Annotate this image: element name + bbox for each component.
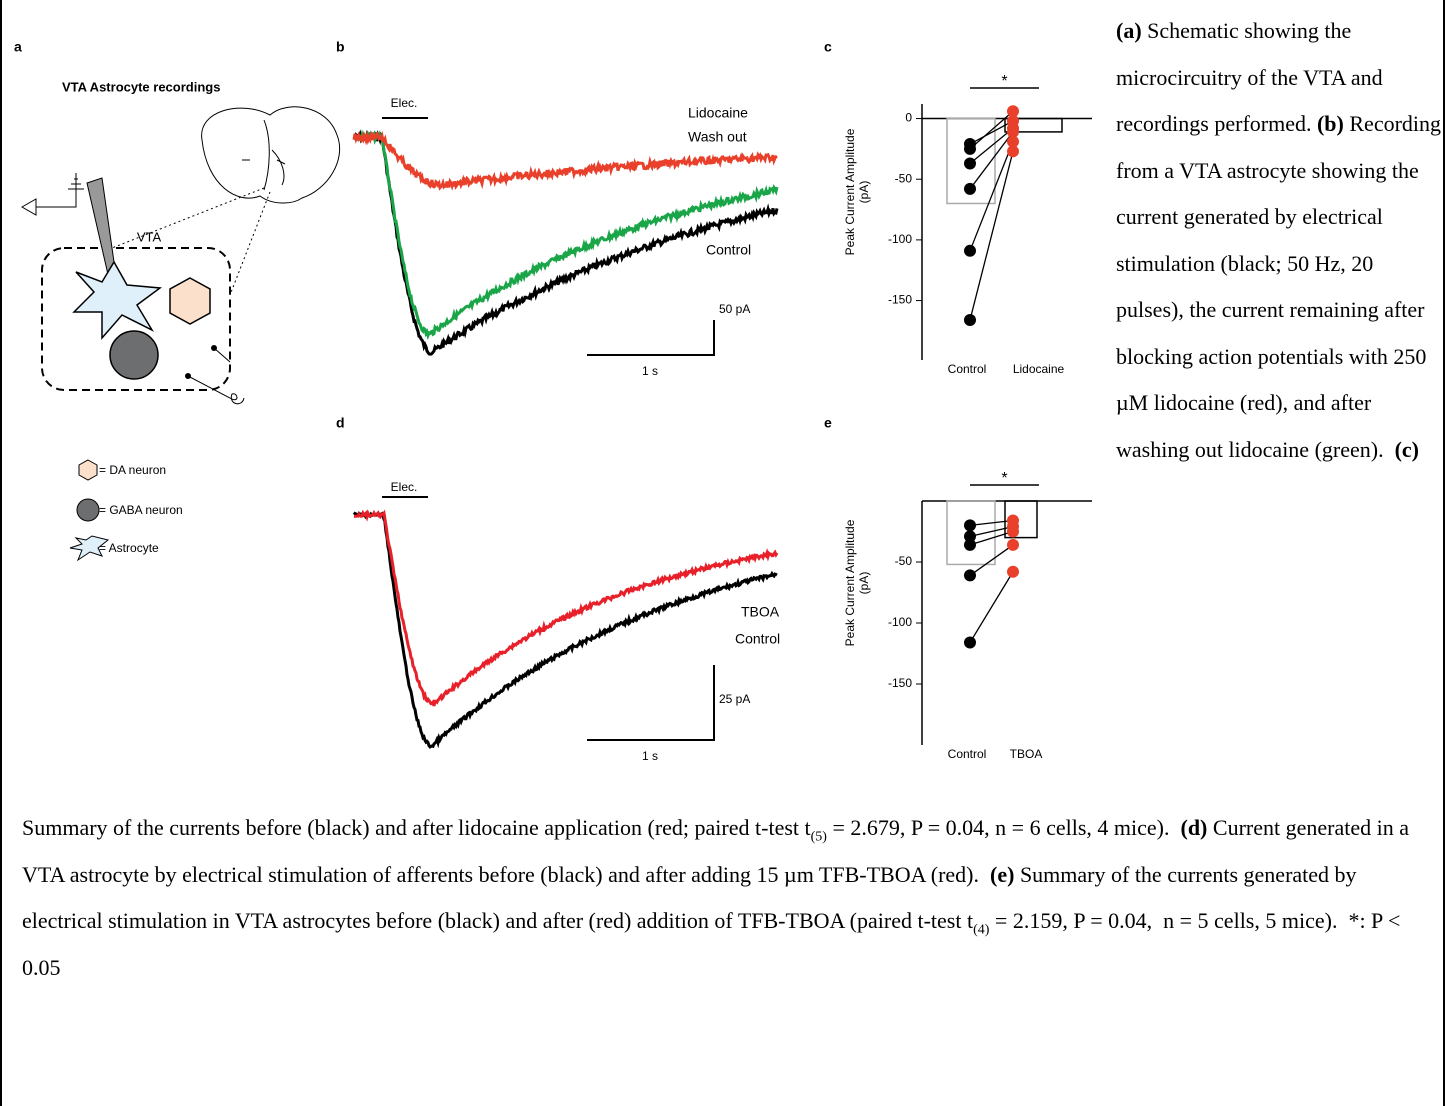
- caption-bottom: Summary of the currents before (black) a…: [22, 805, 1432, 991]
- y-axis-label: (pA): [857, 181, 871, 204]
- trace-label: Wash out: [688, 129, 747, 145]
- scale-label: 50 pA: [719, 302, 750, 316]
- stim-label: Elec.: [391, 480, 418, 494]
- trace-label: Control: [735, 631, 780, 647]
- data-point: [964, 569, 976, 581]
- data-point: [1007, 566, 1019, 578]
- caption-panel-ref: (b): [1317, 111, 1344, 136]
- scale-bar: [587, 320, 714, 355]
- data-point: [964, 245, 976, 257]
- pair-line: [970, 527, 1013, 537]
- x-tick-label: Control: [948, 362, 987, 376]
- y-tick-label: -50: [895, 171, 913, 185]
- legend-text: = GABA neuron: [99, 503, 183, 517]
- caption-panel-ref: (e): [990, 862, 1014, 887]
- panel-label: e: [824, 415, 832, 431]
- data-point: [964, 314, 976, 326]
- schematic-title: VTA Astrocyte recordings: [62, 79, 220, 94]
- trace-label: Control: [706, 242, 751, 258]
- astrocyte: [74, 262, 160, 338]
- scale-bar: [587, 665, 714, 740]
- caption-panel-ref: (a): [1116, 18, 1142, 43]
- gaba-neuron: [110, 331, 158, 379]
- sig-mark: *: [1001, 470, 1007, 487]
- trace: [354, 134, 777, 335]
- stim-label: Elec.: [391, 96, 418, 110]
- legend-text: = Astrocyte: [99, 541, 159, 555]
- caption-subscript: (4): [973, 922, 989, 937]
- electrode-tip: [211, 345, 217, 351]
- scale-label: 1 s: [642, 749, 658, 763]
- figure: a b c d e VTA Astrocyte recordings VTA =…: [2, 0, 1107, 800]
- y-tick-label: -150: [888, 293, 912, 307]
- y-axis-label: Peak Current Amplitude: [843, 128, 857, 255]
- stim-electrode: [188, 348, 244, 404]
- trace-label: TBOA: [741, 604, 780, 620]
- panel-label: a: [14, 39, 22, 55]
- y-tick-label: -50: [895, 554, 913, 568]
- caption-subscript: (5): [811, 829, 827, 844]
- data-point: [964, 143, 976, 155]
- y-tick-label: -100: [888, 615, 912, 629]
- amplifier: [22, 173, 84, 215]
- y-axis-label: Peak Current Amplitude: [843, 519, 857, 646]
- pair-line: [970, 572, 1013, 643]
- data-point: [1007, 539, 1019, 551]
- x-tick-label: Lidocaine: [1013, 362, 1065, 376]
- x-tick-label: TBOA: [1010, 747, 1043, 761]
- caption-text: Summary of the currents before (black) a…: [22, 815, 811, 840]
- figure-page: a b c d e VTA Astrocyte recordings VTA =…: [0, 0, 1445, 1106]
- sig-mark: *: [1001, 73, 1007, 90]
- y-tick-label: -150: [888, 676, 912, 690]
- data-point: [1007, 145, 1019, 157]
- legend-icon: [79, 460, 97, 480]
- brain-outline: [202, 107, 340, 203]
- x-tick-label: Control: [948, 747, 987, 761]
- caption-panel-ref: (c): [1395, 437, 1419, 462]
- electrode-tip: [185, 373, 191, 379]
- data-point: [1007, 526, 1019, 538]
- caption-text: = 2.679, P = 0.04, n = 6 cells, 4 mice).: [827, 815, 1181, 840]
- region-label: VTA: [137, 229, 162, 244]
- y-tick-label: 0: [905, 111, 912, 125]
- pair-line: [970, 111, 1013, 149]
- pair-line: [970, 521, 1013, 526]
- da-neuron: [170, 278, 210, 324]
- legend-icon: [77, 499, 99, 521]
- caption-panel-ref: (d): [1181, 815, 1208, 840]
- data-point: [964, 157, 976, 169]
- panel-label: d: [336, 415, 345, 431]
- scale-label: 25 pA: [719, 692, 750, 706]
- panel-label: b: [336, 39, 345, 55]
- pair-line: [970, 545, 1013, 576]
- scale-label: 1 s: [642, 364, 658, 378]
- data-point: [964, 519, 976, 531]
- data-point: [1007, 105, 1019, 117]
- data-point: [964, 183, 976, 195]
- legend-text: = DA neuron: [99, 463, 166, 477]
- caption-side: (a) Schematic showing the microcircuitry…: [1116, 8, 1442, 473]
- trace-label: Lidocaine: [688, 105, 748, 121]
- data-point: [964, 637, 976, 649]
- y-tick-label: -100: [888, 232, 912, 246]
- data-point: [964, 539, 976, 551]
- caption-text: Recording from a VTA astrocyte showing t…: [1116, 111, 1445, 462]
- panel-label: c: [824, 39, 832, 55]
- y-axis-label: (pA): [857, 572, 871, 595]
